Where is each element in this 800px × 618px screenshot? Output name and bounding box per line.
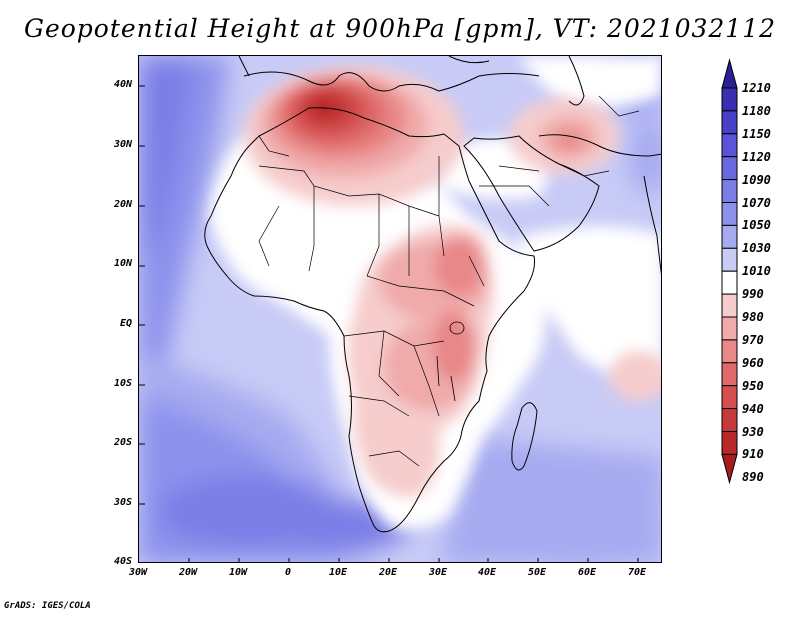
lat-label-eq: EQ <box>119 318 132 329</box>
lon-label-50e: 50E <box>527 567 547 578</box>
lon-label-30e: 30E <box>428 567 448 578</box>
colorbar-swatch <box>721 316 738 341</box>
lat-label-30n: 30N <box>113 139 132 150</box>
colorbar-overflow-low <box>721 453 738 485</box>
colorbar-level-label: 970 <box>742 332 764 347</box>
colorbar-swatch <box>721 247 738 272</box>
lakes <box>436 321 465 402</box>
coastlines <box>204 56 661 533</box>
colorbar-level-label: 890 <box>742 470 764 485</box>
colorbar-level-label: 1050 <box>742 218 771 233</box>
lat-label-10s: 10S <box>113 378 132 389</box>
colorbar-level-label: 950 <box>742 378 764 393</box>
lon-label-30w: 30W <box>128 567 148 578</box>
lon-label-20w: 20W <box>178 567 198 578</box>
lat-label-40s: 40S <box>113 556 132 567</box>
colorbar-swatch <box>721 224 738 249</box>
colorbar-swatch <box>721 385 738 410</box>
colorbar-level-label: 990 <box>742 287 764 302</box>
colorbar-level-label: 1010 <box>742 264 771 279</box>
country-borders <box>258 95 640 467</box>
colorbar-swatch <box>721 179 738 204</box>
colorbar-swatch <box>721 110 738 135</box>
lat-label-30s: 30S <box>113 497 132 508</box>
colorbar-level-label: 1150 <box>742 126 771 141</box>
lon-label-0: 0 <box>284 567 292 578</box>
lon-label-20e: 20E <box>378 567 398 578</box>
colorbar-level-label: 940 <box>742 401 764 416</box>
axis-ticks <box>139 85 639 562</box>
colorbar-level-label: 1120 <box>742 149 771 164</box>
colorbar-level-label: 1210 <box>742 81 771 95</box>
colorbar-level-label: 1180 <box>742 103 771 118</box>
colorbar-level-label: 1070 <box>742 195 771 210</box>
colorbar-swatch <box>721 270 738 295</box>
colorbar-swatch <box>721 293 738 318</box>
colorbar-swatch <box>721 339 738 364</box>
lat-label-20n: 20N <box>113 199 132 210</box>
lon-label-10e: 10E <box>328 567 348 578</box>
colorbar-swatch <box>721 156 738 181</box>
lon-label-10w: 10W <box>228 567 248 578</box>
grads-credit: GrADS: IGES/COLA <box>4 601 91 611</box>
map-panel <box>138 55 662 563</box>
colorbar-level-label: 960 <box>742 355 764 370</box>
colorbar-swatch <box>721 431 738 455</box>
colorbar-level-label: 910 <box>742 447 764 462</box>
plot-title: Geopotential Height at 900hPa [gpm], VT:… <box>23 14 777 43</box>
lat-label-10n: 10N <box>113 258 132 269</box>
colorbar-swatch <box>721 408 738 433</box>
colorbar-swatch <box>721 362 738 387</box>
colorbar-level-label: 930 <box>742 424 764 439</box>
low-height-fields <box>244 66 661 497</box>
geopotential-map <box>139 56 661 562</box>
colorbar-overflow-high <box>721 58 738 89</box>
lat-label-40n: 40N <box>113 79 132 90</box>
colorbar-level-label: 1030 <box>742 241 771 256</box>
lon-label-60e: 60E <box>577 567 597 578</box>
colorbar-swatch <box>721 87 738 112</box>
colorbar-swatch <box>721 202 738 226</box>
lon-label-40e: 40E <box>477 567 497 578</box>
high-height-fields <box>139 56 661 562</box>
lon-label-70e: 70E <box>627 567 647 578</box>
colorbar-level-label: 980 <box>742 310 764 324</box>
colorbar-swatch <box>721 133 738 158</box>
lat-label-20s: 20S <box>113 437 132 448</box>
colorbar-level-label: 1090 <box>742 172 771 187</box>
